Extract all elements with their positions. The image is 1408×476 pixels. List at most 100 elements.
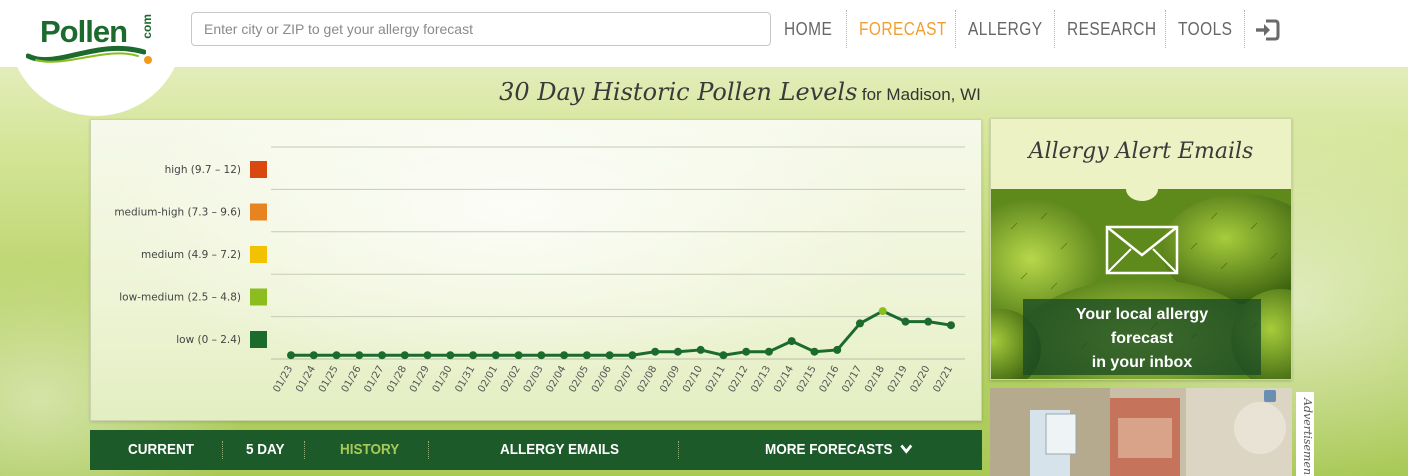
legend-label: low (0 – 2.4)	[176, 334, 241, 346]
x-tick-label: 01/30	[431, 364, 455, 394]
subnav-history[interactable]: HISTORY	[340, 441, 400, 458]
chart-point	[901, 317, 910, 326]
chart-point	[810, 347, 819, 356]
nav-divider	[1244, 10, 1245, 48]
nav-home-label[interactable]: HOME	[784, 19, 833, 39]
ad-label: Advertisement	[1296, 392, 1314, 476]
chart-point	[924, 317, 933, 326]
x-tick-label: 02/14	[772, 364, 796, 394]
x-tick-label: 02/20	[909, 364, 933, 394]
x-tick-label: 02/07	[613, 364, 637, 394]
x-tick-label: 02/04	[544, 364, 568, 394]
chart-point	[514, 351, 523, 360]
chevron-down-icon	[900, 444, 913, 454]
nav-item-tools[interactable]: TOOLS	[1166, 10, 1245, 48]
legend-label: medium-high (7.3 – 9.6)	[114, 207, 241, 219]
x-tick-label: 02/10	[681, 364, 705, 394]
chart-point	[355, 351, 364, 360]
envelope-icon	[1105, 225, 1179, 275]
chart-point	[469, 351, 478, 360]
nav-item-forecast[interactable]: FORECAST	[847, 10, 956, 48]
subnav-allergy-emails[interactable]: ALLERGY EMAILS	[500, 441, 620, 458]
subnav-divider	[678, 441, 679, 459]
x-tick-label: 02/06	[590, 364, 614, 394]
logo-swoosh-icon	[26, 45, 146, 63]
chart-point	[764, 347, 773, 356]
x-tick-label: 01/28	[385, 364, 409, 394]
page-title: 30 Day Historic Pollen Levels for Madiso…	[0, 78, 1408, 106]
subnav-divider	[304, 441, 305, 459]
chart-line-segment	[835, 321, 862, 352]
nav-allergy-label[interactable]: ALLERGY	[968, 19, 1043, 39]
forecast-subnav: CURRENT 5 DAY HISTORY ALLERGY EMAILS MOR…	[90, 430, 982, 470]
chart-point	[378, 351, 387, 360]
chart-point	[332, 351, 341, 360]
chart-point	[878, 307, 887, 316]
nav-divider	[846, 10, 847, 48]
x-tick-label: 02/08	[636, 364, 660, 394]
x-tick-label: 01/27	[362, 364, 386, 394]
allergy-alert-card[interactable]: Allergy Alert Emails	[990, 118, 1292, 380]
page-title-main: 30 Day Historic Pollen Levels	[499, 78, 858, 106]
ad-image	[990, 388, 1292, 476]
nav-divider	[955, 10, 956, 48]
legend-swatch	[250, 246, 267, 263]
sign-in-icon[interactable]	[1254, 19, 1280, 41]
subnav-current[interactable]: CURRENT	[128, 441, 195, 458]
chart-line-segment	[858, 309, 885, 325]
chart-point	[400, 351, 409, 360]
subnav-divider	[222, 441, 223, 459]
nav-item-allergy[interactable]: ALLERGY	[956, 10, 1055, 48]
nav-divider	[1165, 10, 1166, 48]
legend-swatch	[250, 203, 267, 221]
legend-label: low-medium (2.5 – 4.8)	[119, 292, 241, 304]
pollen-chart-panel: high (9.7 – 12) medium-high (7.3 – 9.6) me…	[90, 119, 982, 421]
chart-point	[855, 319, 864, 328]
nav-divider	[1054, 10, 1055, 48]
nav-research-label[interactable]: RESEARCH	[1067, 19, 1157, 39]
x-tick-label: 02/17	[840, 364, 864, 394]
main-nav: HOME FORECAST ALLERGY RESEARCH TOOLS	[772, 10, 1245, 48]
chart-line-segment	[767, 339, 794, 354]
chart-point	[787, 337, 796, 346]
x-tick-label: 02/15	[795, 364, 819, 394]
x-tick-label: 02/09	[658, 364, 682, 394]
chart-point	[446, 351, 455, 360]
x-tick-label: 01/29	[408, 364, 432, 394]
chart-point	[287, 351, 295, 360]
subnav-divider	[428, 441, 429, 459]
legend-swatch	[250, 288, 267, 306]
x-tick-label: 02/05	[567, 364, 591, 394]
chart-point	[673, 347, 682, 356]
site-logo-suffix: com	[140, 14, 154, 39]
x-tick-label: 02/11	[704, 364, 728, 394]
legend-label: medium (4.9 – 7.2)	[141, 249, 241, 261]
x-tick-label: 02/12	[727, 364, 751, 394]
chart-point	[309, 351, 318, 360]
nav-forecast-label[interactable]: FORECAST	[859, 19, 947, 39]
chart-point	[560, 351, 569, 360]
nav-item-home[interactable]: HOME	[772, 10, 847, 48]
site-logo[interactable]: Pollen	[40, 14, 128, 49]
x-tick-label: 01/31	[453, 364, 477, 394]
x-tick-label: 01/24	[294, 364, 318, 394]
chart-point	[947, 321, 955, 330]
nav-item-research[interactable]: RESEARCH	[1055, 10, 1166, 48]
chart-line-segment	[790, 339, 816, 354]
chart-point	[537, 351, 546, 360]
nav-tools-label[interactable]: TOOLS	[1178, 19, 1233, 39]
chart-point	[833, 345, 842, 354]
advertisement[interactable]	[990, 388, 1292, 476]
x-tick-label: 02/01	[476, 364, 500, 394]
chart-point	[605, 351, 614, 360]
chart-point	[651, 347, 660, 356]
subnav-more-forecasts[interactable]: MORE FORECASTS	[765, 430, 913, 470]
chart-point	[582, 351, 591, 360]
chart-point	[423, 351, 432, 360]
search-input[interactable]	[191, 12, 771, 46]
subnav-5-day[interactable]: 5 DAY	[246, 441, 285, 458]
page-title-location: for Madison, WI	[861, 85, 981, 104]
alert-line-1: Your local allergy	[1075, 306, 1209, 323]
x-tick-label: 01/25	[317, 364, 341, 394]
alert-card-title: Allergy Alert Emails	[1028, 139, 1254, 164]
